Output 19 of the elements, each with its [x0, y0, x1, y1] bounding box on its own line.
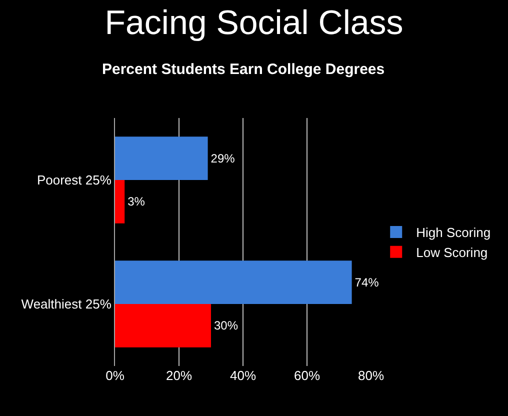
legend-label: High Scoring — [416, 225, 491, 240]
chart-subtitle: Percent Students Earn College Degrees — [102, 61, 385, 78]
x-tick-label: 0% — [106, 368, 125, 383]
x-tick-label: 80% — [358, 368, 384, 383]
bar — [115, 136, 208, 180]
x-tick-label: 40% — [230, 368, 256, 383]
y-tick-label: Poorest 25% — [36, 172, 112, 188]
legend-label: Low Scoring — [416, 244, 488, 260]
data-label: 3% — [128, 194, 146, 209]
data-label: 74% — [354, 275, 380, 290]
data-label: 30% — [214, 318, 238, 333]
bar — [115, 180, 125, 224]
chart-title: Facing Social Class — [104, 4, 404, 42]
bar — [115, 304, 211, 348]
x-tick-label: 20% — [166, 368, 192, 383]
x-tick-label: 60% — [294, 368, 320, 383]
y-tick-label: Wealthiest 25% — [21, 296, 112, 312]
bar — [115, 260, 352, 304]
data-label: 29% — [210, 151, 236, 166]
